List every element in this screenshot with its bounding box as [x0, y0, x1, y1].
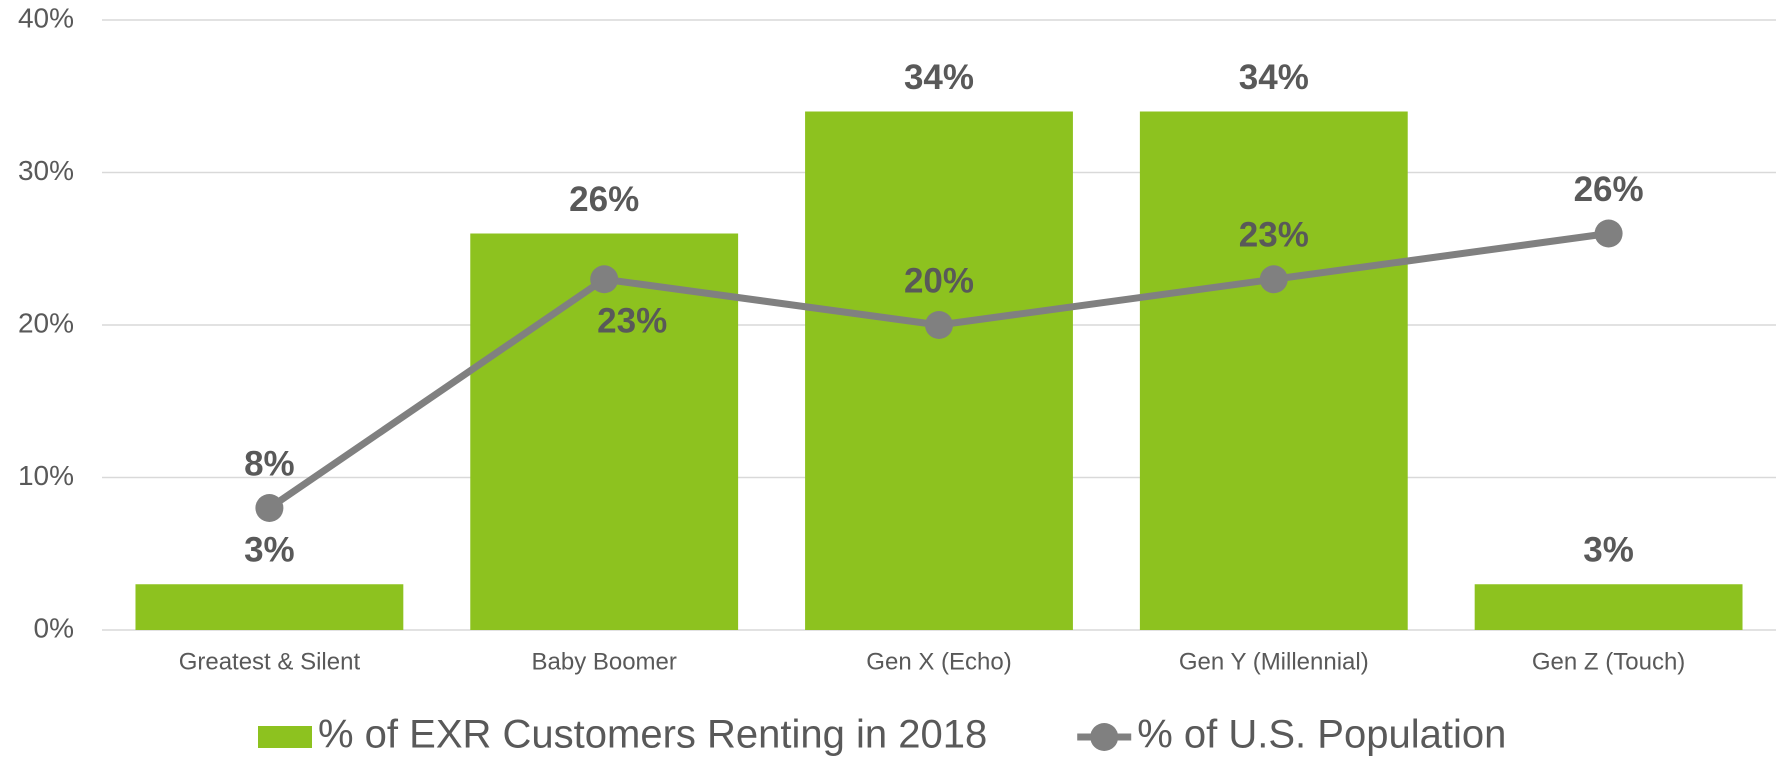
bar-value-label: 34% [1239, 58, 1309, 97]
line-value-label: 20% [904, 261, 974, 300]
bar-value-label: 3% [1583, 531, 1634, 570]
y-tick-label: 30% [18, 155, 74, 186]
x-tick-label: Gen X (Echo) [866, 648, 1011, 675]
y-tick-label: 20% [18, 307, 74, 338]
bar [470, 233, 739, 630]
x-tick-label: Greatest & Silent [179, 648, 361, 675]
line-value-label: 8% [244, 444, 295, 483]
line-point [255, 494, 284, 522]
legend-label: % of EXR Customers Renting in 2018 [318, 713, 987, 757]
y-tick-label: 10% [18, 460, 74, 491]
legend-marker [1090, 723, 1119, 751]
y-tick-label: 40% [18, 2, 74, 33]
bar [135, 584, 404, 630]
x-tick-label: Gen Y (Millennial) [1179, 648, 1369, 675]
y-tick-label: 0% [34, 612, 74, 643]
legend-swatch [258, 726, 312, 748]
bar-value-label: 3% [244, 531, 295, 570]
bar-value-label: 34% [904, 58, 974, 97]
line-point [925, 311, 953, 339]
x-tick-label: Gen Z (Touch) [1532, 648, 1685, 675]
legend-label: % of U.S. Population [1137, 713, 1506, 757]
bar [1139, 111, 1408, 630]
bar [1474, 584, 1743, 630]
line-value-label: 26% [1574, 170, 1644, 209]
bar [805, 111, 1073, 630]
line-point [590, 265, 619, 294]
line-value-label: 23% [1239, 216, 1309, 255]
line-value-label: 23% [597, 302, 667, 341]
x-tick-label: Baby Boomer [531, 648, 676, 675]
bar-value-label: 26% [569, 180, 639, 219]
line-point [1259, 265, 1288, 294]
line-point [1594, 219, 1623, 248]
